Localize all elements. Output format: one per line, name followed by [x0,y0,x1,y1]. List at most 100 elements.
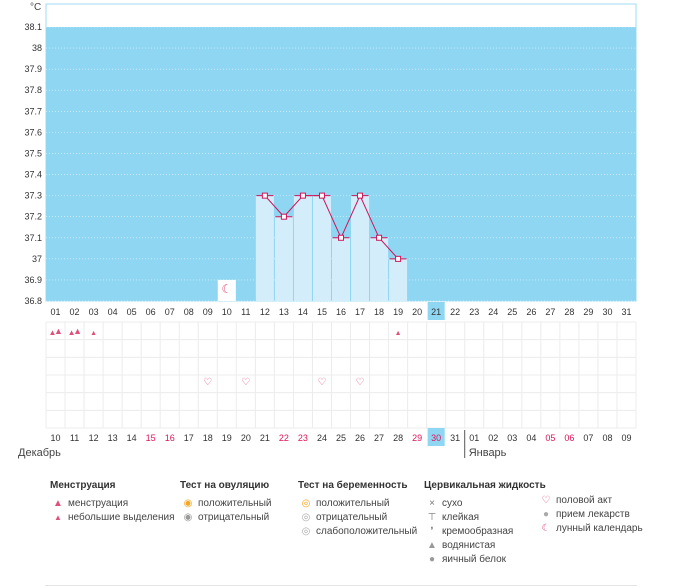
drops-icon: ▲ [73,326,82,336]
weak-positive-icon: ◎ [301,526,311,537]
y-unit-label: °C [30,2,41,13]
calendar-date-label: 21 [260,433,270,443]
calendar-date-label: 02 [488,433,498,443]
cycle-day-label: 03 [89,307,99,317]
negative-icon: ◎ [301,512,311,523]
temp-column [274,216,293,301]
cycle-day-label: 31 [621,307,631,317]
creamy-icon: ❜ [430,526,434,537]
cycle-day-label: 21 [431,307,441,317]
moon-column [217,279,236,301]
pill-icon: ● [542,509,550,520]
temp-column [293,195,312,301]
cycle-day-label: 16 [336,307,346,317]
calendar-date-label: 25 [336,433,346,443]
legend-cervical: Цервикальная жидкость × сухо ⊤ клейкая ❜ кр… [424,480,546,567]
legend-title: Тест на беременность [298,480,408,491]
cycle-day-label: 01 [51,307,61,317]
temp-point [280,213,287,220]
calendar-date-label: 15 [146,433,156,443]
month-label: Январь [469,447,507,459]
cycle-day-label: 02 [70,307,80,317]
temp-point [261,192,268,199]
calendar-date-label: 20 [241,433,251,443]
cycle-day-label: 14 [298,307,308,317]
dry-icon: × [429,498,435,509]
calendar-date-label: 17 [184,433,194,443]
legend-item-intercourse: ♡ половой акт [541,495,613,506]
temp-point [376,234,383,241]
temp-column [312,195,331,301]
cycle-day-label: 10 [222,307,232,317]
calendar-date-label: 06 [564,433,574,443]
y-tick-label: 37.1 [24,233,42,243]
calendar-date-label: 03 [507,433,517,443]
legend-title: Менструация [50,480,116,491]
y-tick-label: 37 [32,254,42,264]
calendar-date-label: 01 [469,433,479,443]
legend-item-menstruation: ▲ менструация [53,498,129,509]
heart-icon: ♡ [541,495,551,506]
calendar-date-label: 22 [279,433,289,443]
cycle-day-label: 15 [317,307,327,317]
cycle-day-label: 27 [545,307,555,317]
cycle-day-label: 20 [412,307,422,317]
temp-point [395,255,402,262]
legend-item-moon: ☾ лунный календарь [541,523,643,534]
legend-title: Тест на овуляцию [180,480,270,491]
drops-icon: ▲ [53,498,63,509]
calendar-date-label: 19 [222,433,232,443]
positive-icon: ◉ [183,498,193,509]
y-tick-label: 36.8 [24,296,42,306]
legend-pregnancy: Тест на беременность ◎ положительный ◎ отр… [298,480,417,539]
negative-icon: ◉ [183,512,193,523]
cycle-day-label: 26 [526,307,536,317]
calendar-date-label: 07 [583,433,593,443]
legend-title: Цервикальная жидкость [424,480,546,491]
temp-point [318,192,325,199]
cycle-day-label: 04 [108,307,118,317]
calendar-date-label: 28 [393,433,403,443]
legend-item-positive: ◉ положительный [183,498,272,509]
y-tick-label: 37.4 [24,170,42,180]
sticky-icon: ⊤ [427,512,437,523]
drop-icon: ▲ [395,330,402,337]
y-tick-label: 38.1 [24,22,42,32]
cycle-day-label: 28 [564,307,574,317]
moon-icon: ☾ [221,282,232,296]
calendar-date-label: 08 [602,433,612,443]
watery-icon: ▲ [427,540,437,551]
today-highlight [427,428,445,446]
temp-column [331,237,351,301]
calendar-date-label: 04 [526,433,536,443]
legend-item-egg-white: ● яичный белок [424,553,546,567]
calendar-date-label: 05 [545,433,555,443]
egg-white-icon: ● [428,554,436,565]
drop-icon: ▲ [90,330,97,337]
divider [45,585,637,586]
temperature-chart: °C 38.1 38 37.9 37.8 37.7 37.6 37.5 37.4 37.3 37.2… [18,2,637,459]
y-tick-label: 37.9 [24,64,42,74]
temp-column [351,195,370,301]
legend-menstruation: Менструация ▲ менструация ▲ небольшие выде… [50,480,175,525]
drops-icon: ▲ [68,328,76,337]
calendar-date-label: 10 [51,433,61,443]
calendar-date-label: 31 [450,433,460,443]
cycle-day-label: 11 [241,307,250,317]
legend-item-sticky: ⊤ клейкая [427,512,480,523]
legend-ovulation: Тест на овуляцию ◉ положительный ◉ отрицат… [180,480,271,525]
calendar-date-label: 23 [298,433,308,443]
calendar-date-label: 12 [89,433,99,443]
drops-icon: ▲ [54,326,63,336]
temp-point [357,192,364,199]
legend-item-negative: ◉ отрицательный [183,512,270,523]
y-tick-label: 38 [32,43,42,53]
cycle-day-label: 25 [507,307,517,317]
y-tick-label: 37.3 [24,191,42,201]
legend-item-watery: ▲ водянистая [427,540,496,551]
drops-icon: ▲ [49,328,57,337]
cycle-day-label: 07 [165,307,175,317]
y-tick-label: 37.5 [24,148,42,158]
temperature-line [264,194,399,260]
heart-icon: ♡ [241,377,250,388]
